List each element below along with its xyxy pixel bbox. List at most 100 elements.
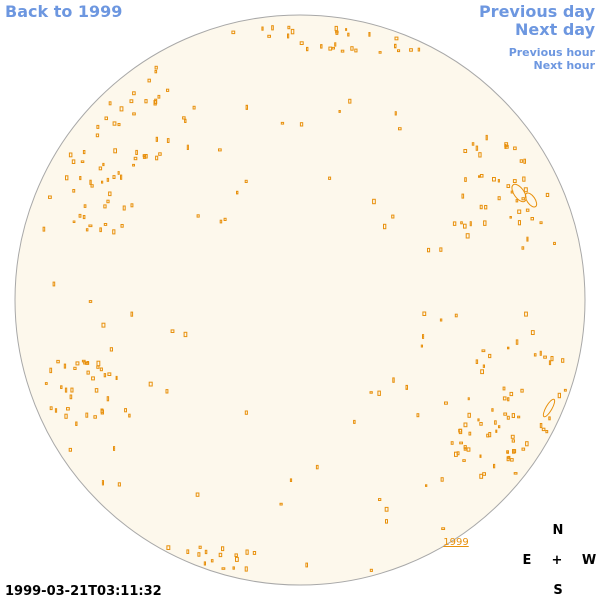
previous-day-link[interactable]: Previous day — [479, 2, 596, 21]
feature — [56, 359, 60, 364]
feature — [85, 228, 89, 232]
feature — [498, 425, 501, 429]
feature — [64, 387, 68, 393]
feature — [128, 413, 131, 418]
feature — [107, 372, 112, 376]
feature — [463, 422, 468, 428]
feature — [245, 549, 249, 555]
feature — [166, 138, 170, 144]
feature — [539, 423, 543, 429]
feature — [99, 227, 102, 233]
feature — [79, 176, 82, 181]
feature — [479, 174, 484, 178]
feature — [422, 311, 427, 316]
previous-hour-link[interactable]: Previous hour — [509, 46, 596, 59]
feature — [459, 441, 464, 445]
feature — [463, 149, 468, 153]
feature — [506, 456, 510, 462]
feature — [147, 78, 151, 83]
feature — [368, 32, 371, 37]
feature — [519, 159, 524, 163]
feature — [132, 163, 136, 167]
feature — [427, 247, 431, 253]
feature — [463, 445, 467, 449]
feature — [378, 498, 382, 502]
feature — [517, 415, 521, 419]
feature — [545, 430, 549, 434]
feature — [548, 416, 551, 421]
feature — [306, 46, 309, 52]
feature — [405, 384, 408, 390]
feature — [86, 361, 90, 365]
back-link[interactable]: Back to 1999 — [5, 2, 122, 21]
feature — [513, 449, 517, 454]
feature — [493, 463, 496, 469]
feature — [494, 420, 497, 425]
feature — [210, 559, 214, 563]
feature — [64, 413, 68, 419]
feature — [49, 367, 53, 374]
feature — [99, 367, 103, 372]
feature — [287, 25, 291, 30]
feature — [475, 359, 479, 364]
feature — [88, 224, 93, 228]
feature — [101, 322, 106, 328]
feature — [204, 549, 208, 555]
feature — [509, 216, 512, 219]
feature — [117, 482, 121, 487]
feature — [236, 190, 239, 195]
next-hour-link[interactable]: Next hour — [534, 59, 596, 72]
feature — [124, 408, 127, 413]
feature — [93, 415, 97, 419]
feature — [219, 219, 223, 224]
feature — [54, 408, 58, 413]
feature — [409, 48, 413, 52]
feature — [289, 478, 293, 482]
feature — [68, 152, 73, 158]
feature — [155, 136, 158, 142]
feature — [108, 101, 112, 106]
compass-south: S — [553, 583, 562, 598]
feature — [563, 388, 567, 392]
feature — [481, 349, 486, 353]
feature — [460, 221, 463, 225]
feature — [383, 223, 387, 230]
feature — [192, 105, 196, 110]
feature — [394, 36, 399, 41]
year-link[interactable]: 1999 — [443, 537, 468, 548]
feature — [507, 397, 510, 402]
feature — [42, 226, 46, 232]
feature — [454, 313, 458, 318]
feature — [165, 389, 169, 394]
feature — [72, 189, 76, 193]
feature — [109, 347, 114, 352]
feature — [102, 162, 105, 167]
feature — [155, 155, 159, 161]
feature — [497, 196, 501, 201]
feature — [203, 561, 207, 566]
feature — [340, 49, 345, 53]
feature — [521, 447, 526, 451]
feature — [515, 339, 519, 345]
feature — [369, 391, 373, 394]
feature — [392, 377, 395, 383]
feature — [129, 99, 134, 104]
feature — [103, 204, 107, 209]
feature — [85, 412, 89, 418]
feature — [416, 413, 420, 418]
feature — [120, 174, 123, 180]
feature — [135, 149, 138, 155]
feature — [521, 197, 525, 201]
feature — [261, 26, 264, 31]
next-day-link[interactable]: Next day — [515, 20, 596, 39]
feature — [328, 46, 333, 51]
feature — [397, 49, 401, 53]
feature — [334, 25, 338, 32]
feature — [466, 447, 471, 452]
feature — [425, 484, 428, 487]
feature — [520, 388, 524, 393]
feature — [223, 217, 227, 222]
feature — [495, 429, 498, 433]
